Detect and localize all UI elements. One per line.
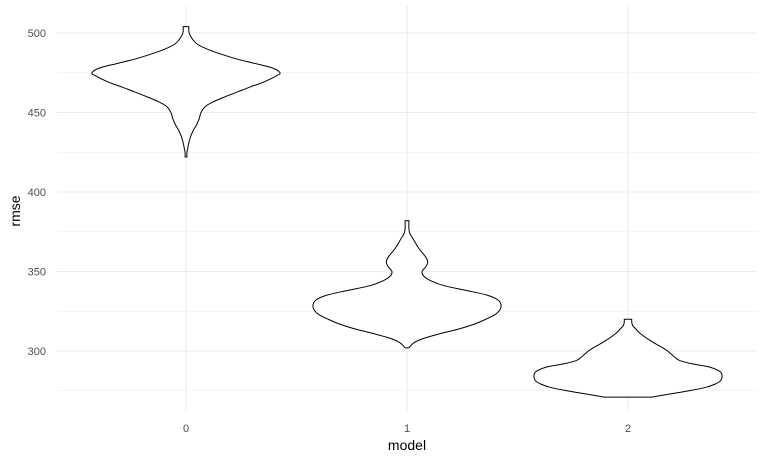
y-tick-label: 300	[28, 346, 46, 358]
x-axis-title: model	[388, 437, 426, 453]
y-tick-labels: 300 350 400 450 500	[28, 28, 46, 358]
x-tick-label: 0	[183, 423, 189, 435]
x-tick-label: 2	[625, 423, 631, 435]
x-tick-labels: 0 1 2	[183, 423, 631, 435]
y-axis-title: rmse	[7, 195, 23, 226]
x-tick-label: 1	[404, 423, 410, 435]
y-tick-label: 450	[28, 108, 46, 120]
violin-model-1	[312, 220, 502, 349]
y-tick-label: 400	[28, 187, 46, 199]
y-tick-label: 350	[28, 267, 46, 279]
violin-model-2	[533, 318, 723, 398]
violin-model-0	[91, 26, 281, 158]
y-tick-label: 500	[28, 28, 46, 40]
violins	[91, 26, 723, 398]
